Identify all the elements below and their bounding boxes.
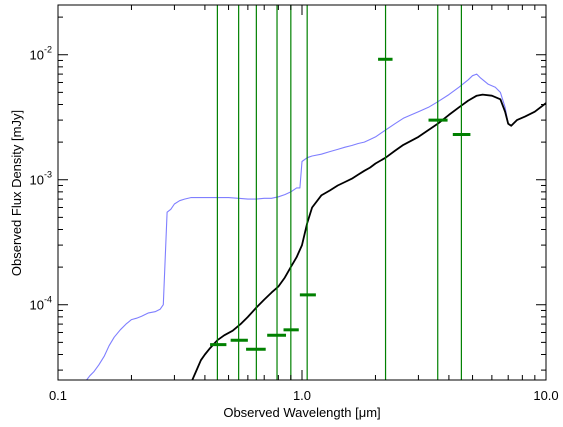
sed-model-blue-line bbox=[86, 73, 546, 380]
y-axis-title: Observed Flux Density [mJy] bbox=[9, 110, 24, 276]
x-axis-title: Observed Wavelength [μm] bbox=[223, 405, 380, 420]
sed-model-black-line bbox=[191, 93, 546, 380]
y-tick-label: 10-4 bbox=[30, 295, 52, 313]
series-layer bbox=[86, 73, 546, 380]
axis-ticks bbox=[57, 5, 546, 380]
y-tick-label: 10-3 bbox=[30, 170, 52, 188]
x-tick-label: 0.1 bbox=[49, 388, 67, 403]
x-tick-labels: 0.1 1.0 10.0 bbox=[49, 388, 559, 403]
y-tick-label: 10-2 bbox=[30, 45, 52, 63]
filter-lines-layer bbox=[216, 5, 462, 380]
photometry-layer bbox=[210, 57, 471, 351]
x-tick-label: 10.0 bbox=[533, 388, 558, 403]
y-tick-labels: 10-4 10-3 10-2 bbox=[30, 45, 52, 313]
x-tick-label: 1.0 bbox=[293, 388, 311, 403]
